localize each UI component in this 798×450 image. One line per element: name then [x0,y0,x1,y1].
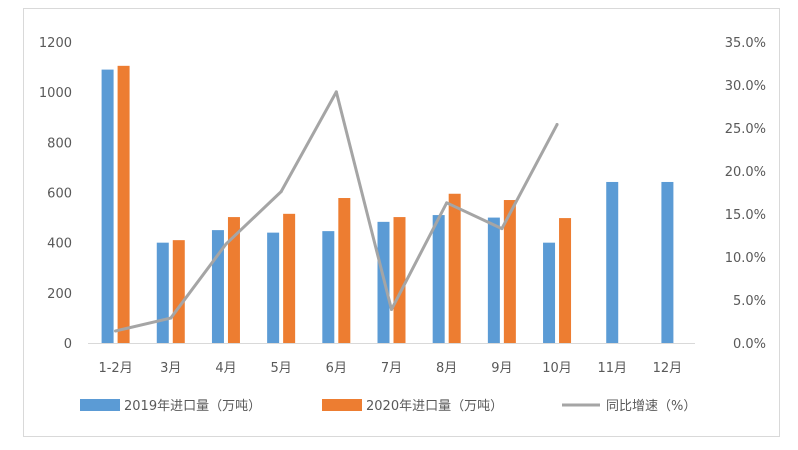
bar-2019 [432,215,445,343]
bar-2019 [101,69,114,343]
line-point [224,242,228,246]
x-tick-label: 3月 [160,361,181,376]
line-point [279,190,283,194]
y-right-tick-label: 10.0% [725,251,766,266]
y-left-tick-label: 0 [64,337,72,352]
legend-label-2020: 2020年进口量（万吨） [366,399,503,414]
bar-2020 [338,198,351,343]
bar-2019 [661,181,674,343]
right-axis: 0.0% 5.0% 10.0% 15.0% 20.0% 25.0% 30.0% 35.0% [725,36,766,352]
x-tick-label: 1-2月 [98,361,132,376]
bar-2019 [322,231,335,343]
bar-2020 [393,217,406,343]
bar-2020 [503,200,516,343]
x-tick-label: 9月 [491,361,512,376]
y-left-tick-label: 600 [47,187,72,202]
legend-swatch-2020 [322,399,362,411]
line-point [390,307,393,311]
legend-label-growth: 同比增速（%） [606,399,696,414]
y-right-tick-label: 25.0% [725,122,766,137]
bar-2019 [156,242,169,343]
line-point [334,90,338,94]
line-point [445,201,449,205]
y-left-tick-label: 200 [47,287,72,302]
legend-label-2019: 2019年进口量（万吨） [124,399,261,414]
bar-2020 [117,65,130,344]
legend-swatch-2019 [80,399,120,411]
y-right-tick-label: 20.0% [725,165,766,180]
x-axis: 1-2月 3月 4月 5月 6月 7月 8月 9月 10月 11月 12月 [88,343,695,376]
line-point [555,123,559,127]
line-point [169,316,173,320]
left-axis: 0 200 400 600 800 1000 1200 [39,36,72,352]
y-right-tick-label: 5.0% [733,294,766,309]
bar-2020 [283,213,296,343]
x-tick-label: 12月 [653,361,683,376]
x-tick-label: 7月 [381,361,402,376]
y-left-tick-label: 800 [47,136,72,151]
y-left-tick-label: 400 [47,237,72,252]
bar-2019 [543,242,556,343]
bar-2019 [606,181,619,343]
bar-2020 [172,240,185,343]
legend: 2019年进口量（万吨） 2020年进口量（万吨） 同比增速（%） [80,399,696,414]
x-tick-label: 8月 [436,361,457,376]
line-point [500,227,504,231]
y-right-tick-label: 15.0% [725,208,766,223]
x-tick-label: 11月 [597,361,627,376]
x-tick-label: 6月 [326,361,347,376]
y-left-tick-label: 1200 [39,36,72,51]
bar-2020 [227,217,240,343]
bar-2019 [267,232,280,343]
bar-2020 [559,218,572,343]
plot-area [101,65,674,344]
x-tick-label: 5月 [270,361,291,376]
bar-2019 [487,217,500,343]
line-point [114,329,118,333]
y-right-tick-label: 30.0% [725,79,766,94]
y-right-tick-label: 35.0% [725,36,766,51]
y-right-tick-label: 0.0% [733,337,766,352]
x-tick-label: 10月 [542,361,572,376]
x-tick-label: 4月 [215,361,236,376]
bar-2020 [448,193,461,343]
y-left-tick-label: 1000 [39,86,72,101]
